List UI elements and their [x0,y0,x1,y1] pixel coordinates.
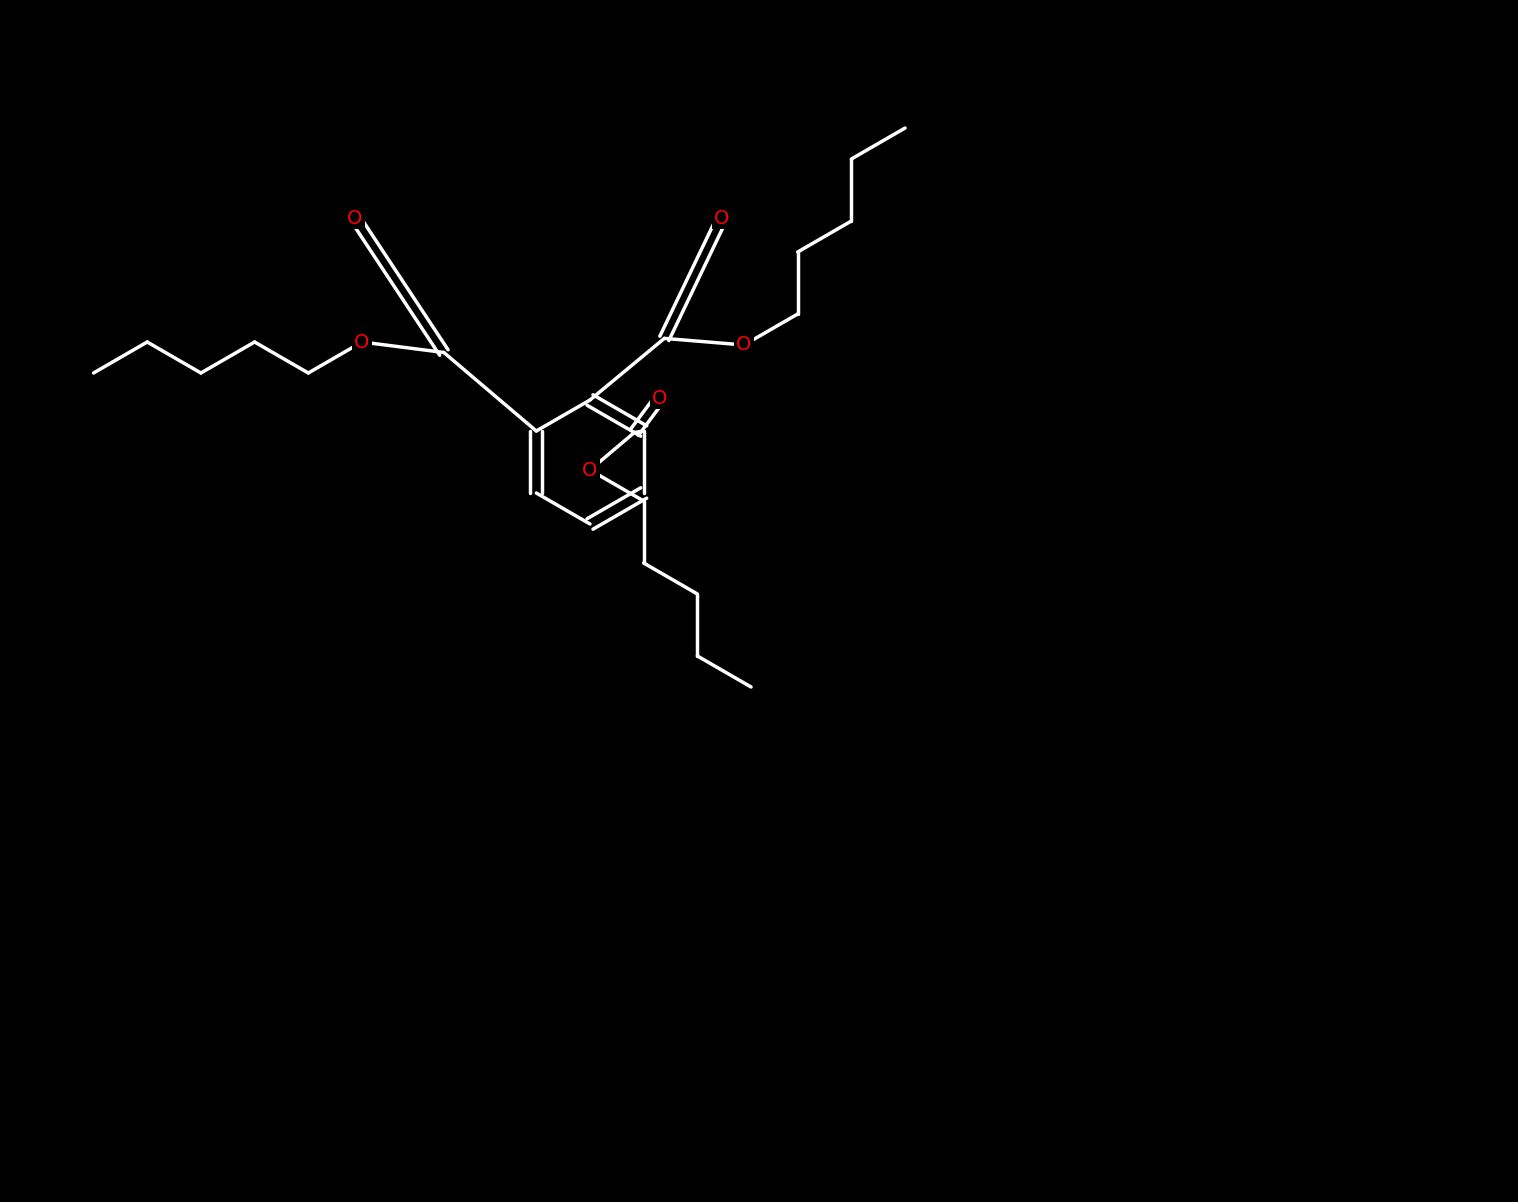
Text: O: O [583,460,598,480]
Text: O: O [736,335,751,355]
Text: O: O [354,333,370,351]
Text: O: O [715,208,730,227]
Text: O: O [348,208,363,227]
Text: O: O [653,388,668,407]
